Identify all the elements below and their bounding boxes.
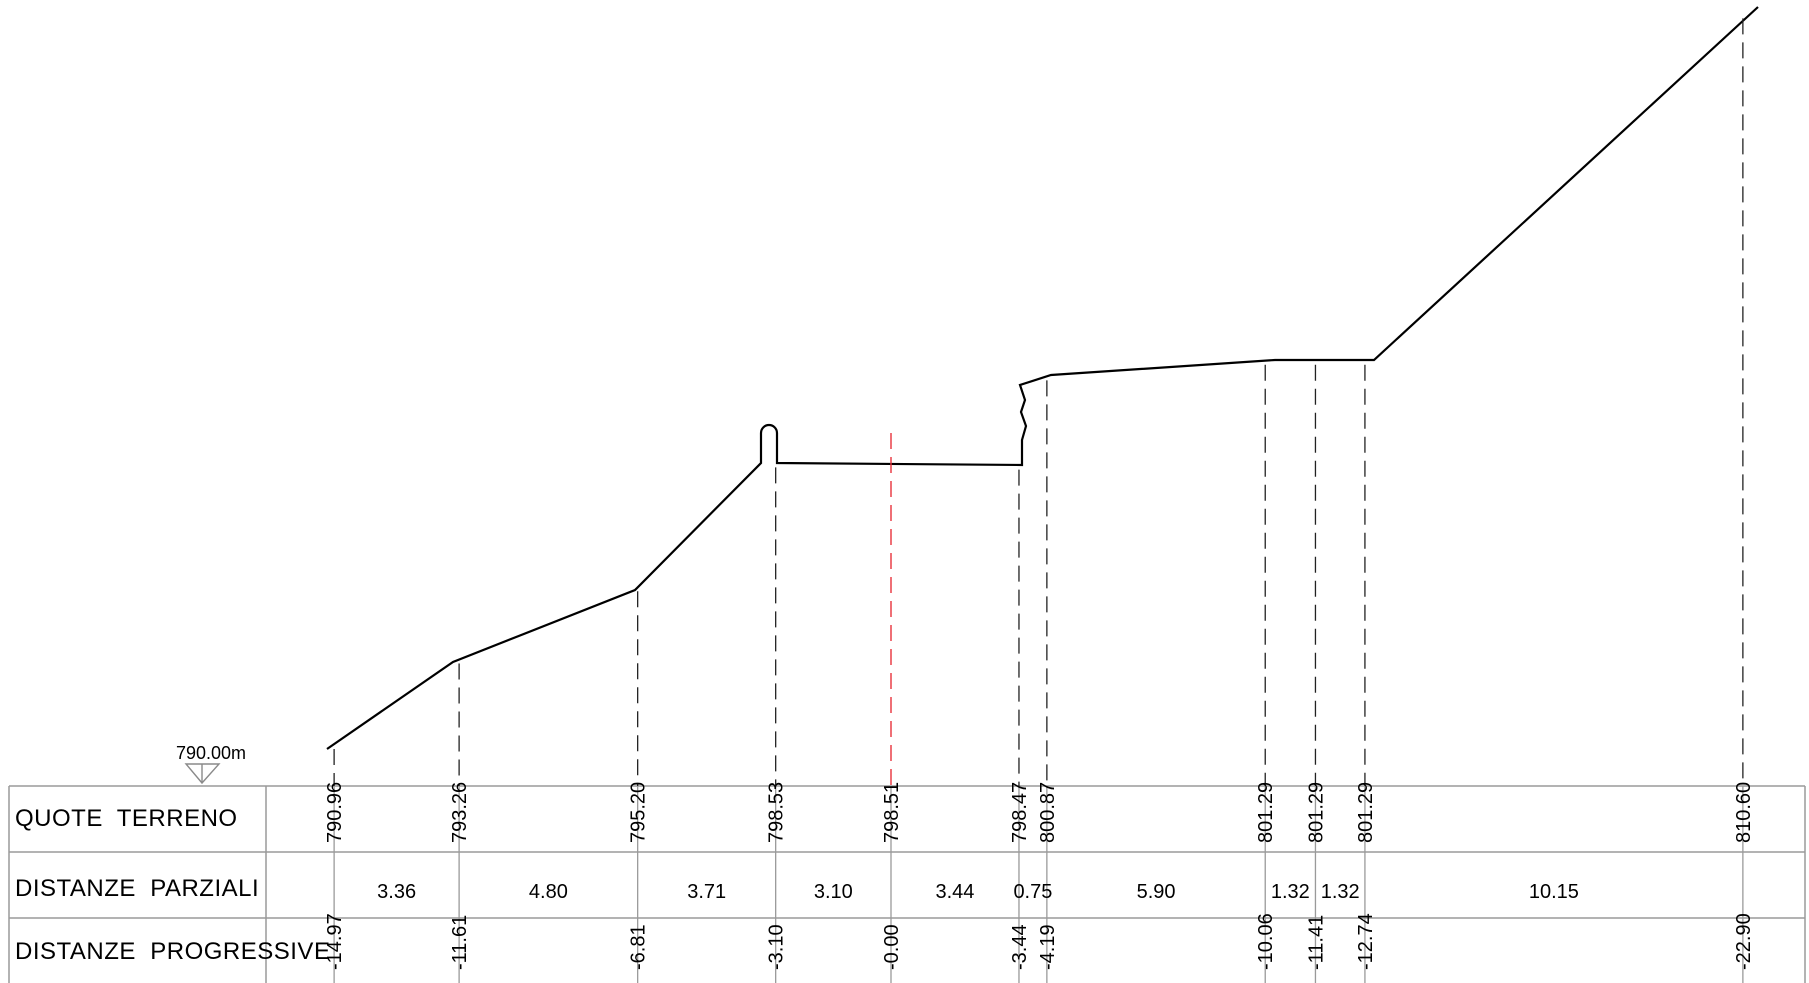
progressive-distance: -12.74 xyxy=(1355,913,1377,970)
partial-distance: 10.15 xyxy=(1529,881,1579,903)
progressive-distance: -11.61 xyxy=(449,915,471,970)
progressive-distance: -3.44 xyxy=(1009,924,1031,970)
progressive-distance: -3.10 xyxy=(766,924,788,970)
elevation-value: 793.26 xyxy=(449,782,471,843)
datum-label: 790.00m xyxy=(176,743,246,763)
terrain-profile-line xyxy=(326,6,1759,750)
progressive-distance: -22.90 xyxy=(1733,913,1755,970)
progressive-distance: -11.41 xyxy=(1305,915,1327,970)
elevation-value: 801.29 xyxy=(1255,782,1277,843)
elevation-value: 810.60 xyxy=(1733,782,1755,843)
partial-distance: 3.44 xyxy=(936,881,975,903)
partial-distance: 4.80 xyxy=(529,881,568,903)
progressive-distance: -6.81 xyxy=(628,924,650,970)
partial-distance: 1.32 xyxy=(1321,881,1360,903)
datum-marker: 790.00m xyxy=(176,743,246,785)
elevation-value: 801.29 xyxy=(1355,782,1377,843)
elevation-value: 798.47 xyxy=(1009,782,1031,843)
progressive-distance: -0.00 xyxy=(881,924,903,970)
progressive-distance: -10.06 xyxy=(1255,913,1277,970)
row-label-quote-terreno: QUOTE TERRENO xyxy=(15,805,238,832)
row-label-distanze-progressive: DISTANZE PROGRESSIVE xyxy=(15,938,330,965)
elevation-value: 800.87 xyxy=(1037,782,1059,843)
elevation-value: 798.53 xyxy=(766,782,788,843)
partial-distance: 5.90 xyxy=(1137,881,1176,903)
partial-distance: 1.32 xyxy=(1271,881,1310,903)
data-table xyxy=(8,785,1806,983)
row-label-distanze-parziali: DISTANZE PARZIALI xyxy=(15,875,259,902)
elevation-value: 795.20 xyxy=(628,782,650,843)
elevation-value: 798.51 xyxy=(881,782,903,843)
partial-distance: 0.75 xyxy=(1013,881,1052,903)
elevation-value: 790.96 xyxy=(324,782,346,843)
partial-distance: 3.71 xyxy=(687,881,726,903)
partial-distance: 3.10 xyxy=(814,881,853,903)
progressive-distance: -4.19 xyxy=(1037,924,1059,970)
progressive-distance: -14.97 xyxy=(324,913,346,970)
partial-distance: 3.36 xyxy=(377,881,416,903)
elevation-value: 801.29 xyxy=(1305,782,1327,843)
